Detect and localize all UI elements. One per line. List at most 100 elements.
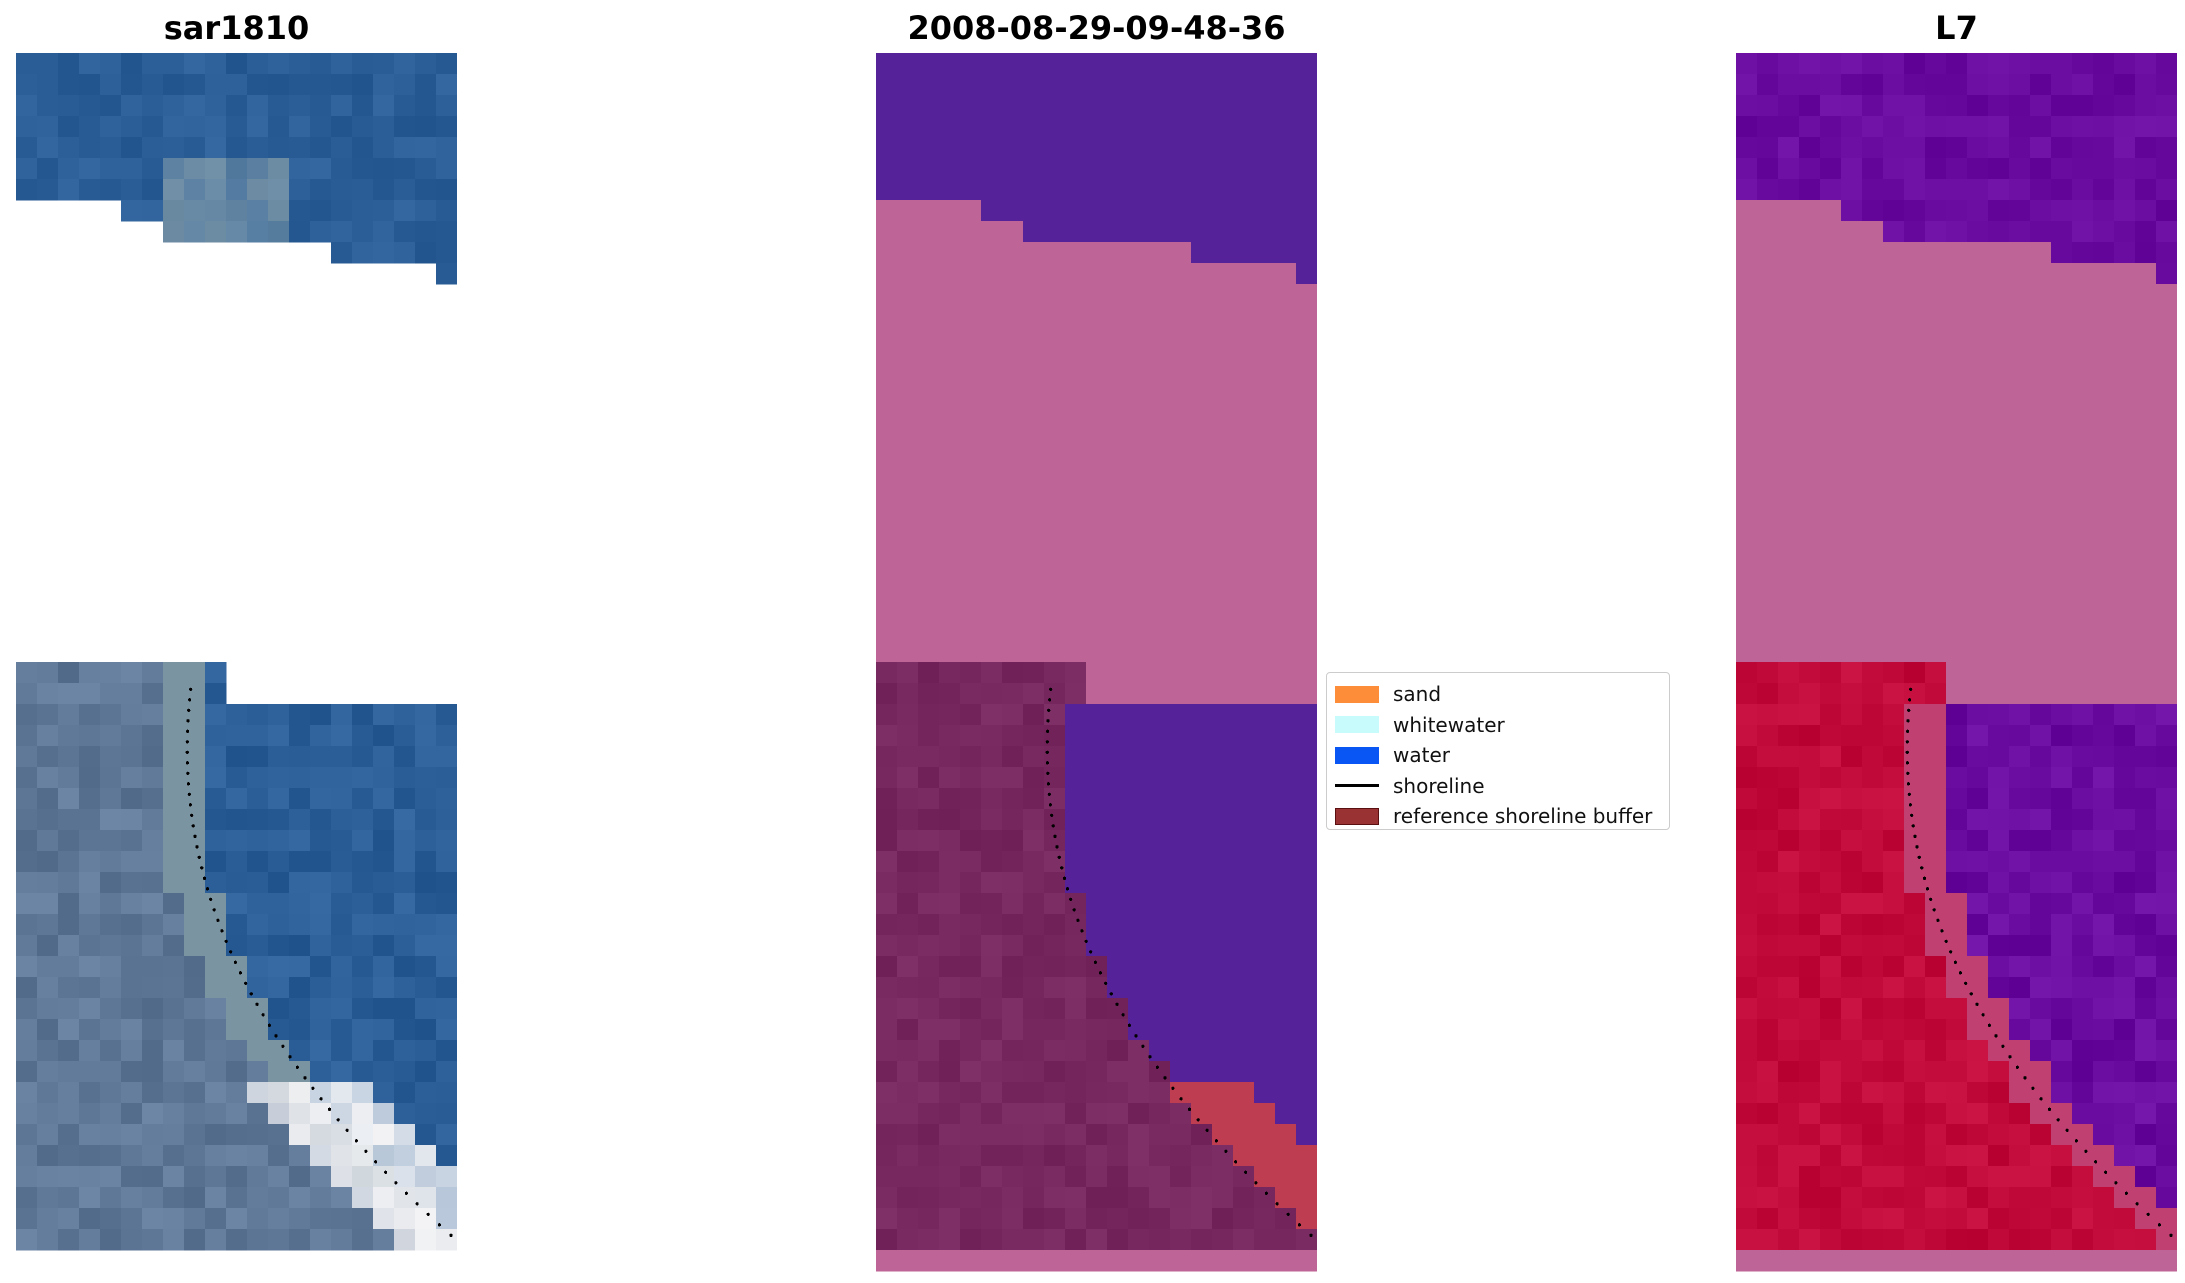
classified-pixel <box>1254 1229 1276 1251</box>
rgb-pixel <box>436 1208 457 1230</box>
rgb-pixel <box>37 767 59 789</box>
false-color-pixel <box>2030 389 2052 411</box>
false-color-pixel <box>1736 1187 1758 1209</box>
false-color-pixel <box>1862 326 1884 348</box>
rgb-pixel <box>121 935 143 957</box>
false-color-pixel <box>1988 1019 2010 1041</box>
classified-pixel <box>1254 746 1276 768</box>
classified-pixel <box>1149 53 1171 75</box>
false-color-pixel <box>1988 368 2010 390</box>
rgb-pixel <box>310 158 332 180</box>
false-color-pixel <box>1841 473 1863 495</box>
classified-pixel <box>1191 305 1213 327</box>
classified-pixel <box>981 977 1003 999</box>
classified-pixel <box>1044 998 1066 1020</box>
false-color-pixel <box>1967 704 1989 726</box>
classified-pixel <box>1107 137 1129 159</box>
rgb-pixel <box>394 1019 416 1041</box>
rgb-pixel <box>373 179 395 201</box>
panel-title-rgb: sar1810 <box>163 9 310 47</box>
false-color-pixel <box>1904 242 1926 264</box>
classified-pixel <box>1191 1229 1213 1251</box>
rgb-pixel <box>163 893 185 915</box>
rgb-pixel <box>352 935 374 957</box>
shoreline-point <box>274 1034 278 1038</box>
classified-pixel <box>1212 452 1234 474</box>
false-color-pixel <box>1757 452 1779 474</box>
rgb-pixel <box>16 830 38 852</box>
false-color-pixel <box>1736 1166 1758 1188</box>
classified-pixel <box>1002 746 1024 768</box>
false-color-pixel <box>1820 284 1842 306</box>
classified-pixel <box>1149 557 1171 579</box>
false-color-pixel <box>1778 683 1800 705</box>
classified-pixel <box>1107 809 1129 831</box>
classified-pixel <box>1065 662 1087 684</box>
false-color-pixel <box>1841 494 1863 516</box>
shoreline-point <box>1072 908 1076 912</box>
rgb-pixel <box>310 1124 332 1146</box>
classified-pixel <box>1023 1187 1045 1209</box>
false-color-pixel <box>1967 200 1989 222</box>
classified-pixel <box>1107 788 1129 810</box>
classified-pixel <box>897 368 919 390</box>
classified-pixel <box>1002 263 1024 285</box>
rgb-pixel <box>436 956 457 978</box>
false-color-pixel <box>2114 893 2136 915</box>
classified-pixel <box>918 935 940 957</box>
false-color-pixel <box>2072 137 2094 159</box>
rgb-pixel <box>415 1082 437 1104</box>
rgb-pixel <box>100 158 122 180</box>
rgb-pixel <box>268 830 290 852</box>
classified-pixel <box>1044 1019 1066 1041</box>
classified-pixel <box>1212 557 1234 579</box>
false-color-pixel <box>2030 935 2052 957</box>
false-color-pixel <box>1946 998 1968 1020</box>
classified-pixel <box>1065 494 1087 516</box>
false-color-pixel <box>2030 74 2052 96</box>
false-color-pixel <box>2051 326 2073 348</box>
classified-pixel <box>897 1145 919 1167</box>
shoreline-point <box>189 687 193 691</box>
classified-pixel <box>918 263 940 285</box>
false-color-pixel <box>1925 515 1947 537</box>
false-color-pixel <box>2072 830 2094 852</box>
classified-pixel <box>1023 683 1045 705</box>
classified-pixel <box>960 263 982 285</box>
classified-pixel <box>1170 1124 1192 1146</box>
shoreline-point <box>1089 950 1093 954</box>
false-color-pixel <box>1946 767 1968 789</box>
classified-pixel <box>960 935 982 957</box>
classified-pixel <box>1212 683 1234 705</box>
classified-pixel <box>981 557 1003 579</box>
false-color-pixel <box>1862 536 1884 558</box>
rgb-pixel <box>394 242 416 264</box>
false-color-pixel <box>1736 494 1758 516</box>
false-color-pixel <box>1946 1103 1968 1125</box>
false-color-pixel <box>2030 872 2052 894</box>
classified-pixel <box>1149 620 1171 642</box>
false-color-pixel <box>2135 788 2157 810</box>
false-color-pixel <box>1778 704 1800 726</box>
classified-pixel <box>876 998 898 1020</box>
classified-pixel <box>1044 410 1066 432</box>
false-color-pixel <box>1841 683 1863 705</box>
rgb-pixel <box>205 1040 227 1062</box>
classified-pixel <box>1002 284 1024 306</box>
classified-pixel <box>1212 1040 1234 1062</box>
classified-pixel <box>876 1124 898 1146</box>
false-color-pixel <box>1799 1061 1821 1083</box>
false-color-pixel <box>2009 95 2031 117</box>
rgb-pixel <box>142 1082 164 1104</box>
false-color-pixel <box>1967 1124 1989 1146</box>
false-color-pixel <box>1736 326 1758 348</box>
rgb-pixel <box>184 158 206 180</box>
false-color-pixel <box>1820 683 1842 705</box>
false-color-pixel <box>1946 788 1968 810</box>
false-color-pixel <box>2093 1124 2115 1146</box>
classified-pixel <box>1254 683 1276 705</box>
classified-pixel <box>1170 998 1192 1020</box>
false-color-pixel <box>1967 1229 1989 1251</box>
classified-pixel <box>1275 788 1297 810</box>
rgb-pixel <box>268 74 290 96</box>
